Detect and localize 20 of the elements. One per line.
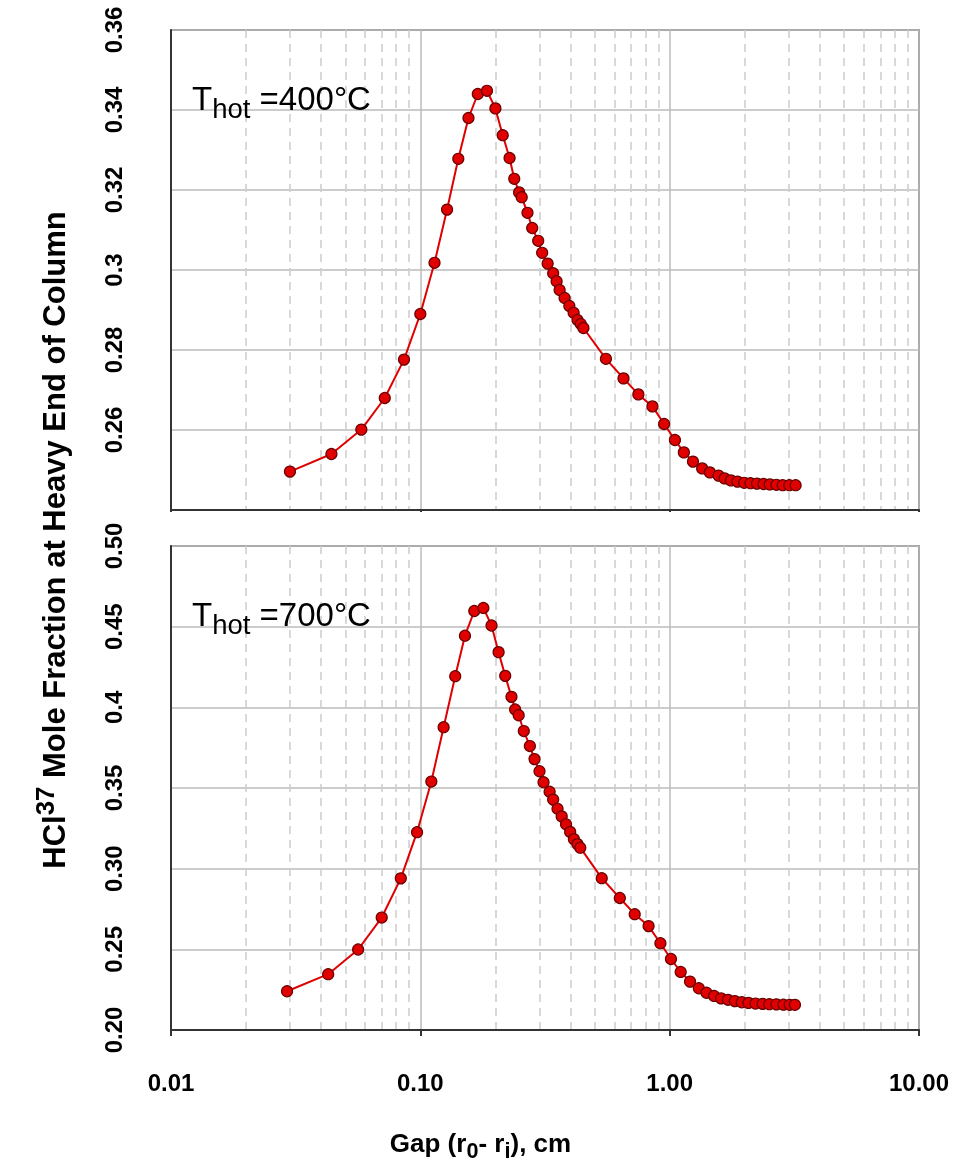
x-tick-label: 0.10 <box>396 1068 444 1096</box>
y-tick-label: 0.20 <box>99 1006 127 1054</box>
y-tick-label: 0.30 <box>99 845 127 893</box>
y-tick-label: 0.4 <box>99 690 127 725</box>
y-tick-label: 0.28 <box>99 326 127 374</box>
y-tick-label: 0.50 <box>99 522 127 570</box>
y-tick-label: 0.32 <box>99 166 127 214</box>
y-tick-label: 0.26 <box>99 406 127 454</box>
x-tick-label: 0.01 <box>147 1068 195 1096</box>
y-tick-label: 0.45 <box>99 603 127 651</box>
y-tick-label: 0.25 <box>99 925 127 973</box>
y-tick-label: 0.3 <box>99 253 127 287</box>
annotation: T$_{hot}$ =700°C <box>192 596 371 641</box>
x-axis-title: Gap (r$_{0}$- r$_{i}$), cm <box>388 1128 573 1165</box>
y-tick-label: 0.35 <box>99 764 127 812</box>
annotation: T$_{hot}$ =400°C <box>192 80 371 125</box>
x-tick-label: 1.00 <box>646 1068 694 1096</box>
x-tick-label: 10.00 <box>888 1068 950 1096</box>
y-tick-label: 0.36 <box>99 6 127 54</box>
y-tick-label: 0.34 <box>99 86 127 134</box>
